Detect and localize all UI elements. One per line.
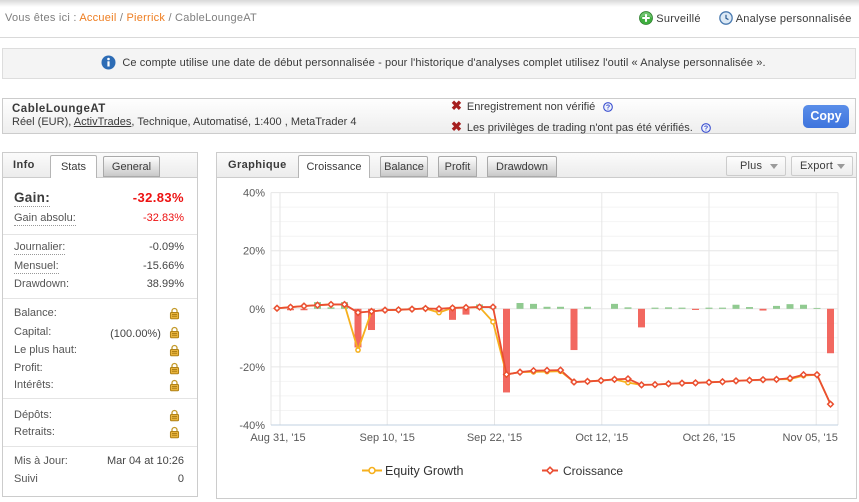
- svg-text:Sep 10, '15: Sep 10, '15: [360, 432, 415, 444]
- svg-text:Aug 31, '15: Aug 31, '15: [250, 432, 305, 444]
- svg-text:Equity Growth: Equity Growth: [385, 464, 464, 478]
- svg-text:Croissance: Croissance: [563, 464, 623, 478]
- svg-text:Nov 05, '15: Nov 05, '15: [783, 432, 838, 444]
- svg-text:Oct 26, '15: Oct 26, '15: [683, 432, 736, 444]
- svg-text:?: ?: [704, 125, 708, 133]
- svg-text:?: ?: [606, 104, 610, 112]
- svg-text:0%: 0%: [249, 304, 265, 316]
- svg-text:Oct 12, '15: Oct 12, '15: [575, 432, 628, 444]
- svg-text:40%: 40%: [243, 188, 265, 200]
- svg-text:-40%: -40%: [239, 420, 265, 432]
- svg-text:Sep 22, '15: Sep 22, '15: [467, 432, 522, 444]
- svg-text:-20%: -20%: [239, 362, 265, 374]
- svg-text:20%: 20%: [243, 246, 265, 258]
